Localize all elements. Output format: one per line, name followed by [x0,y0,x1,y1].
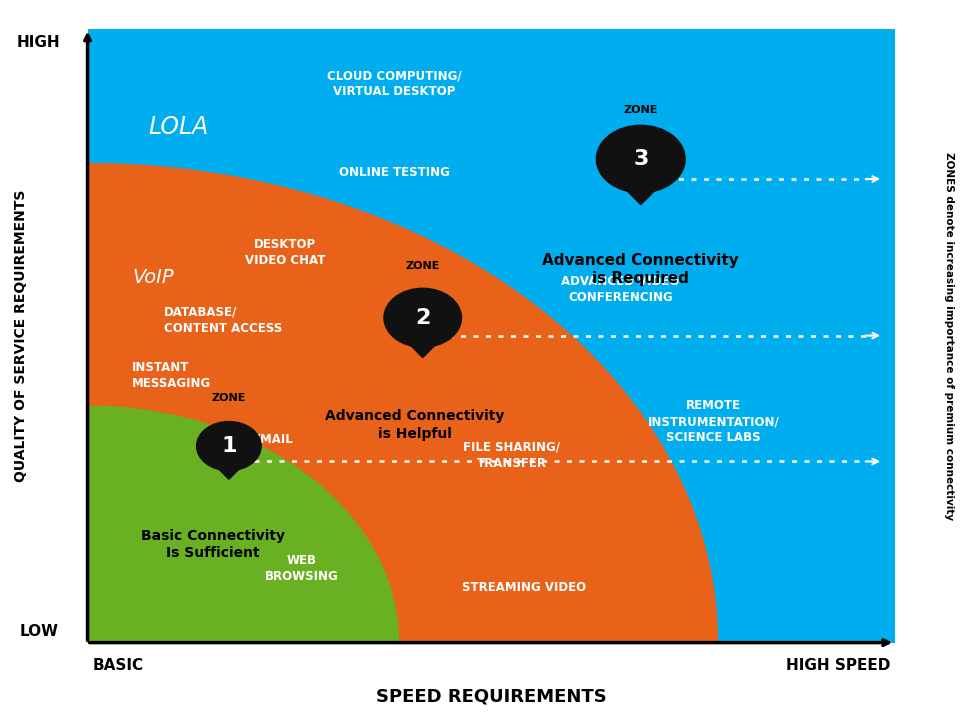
Text: SPEED REQUIREMENTS: SPEED REQUIREMENTS [376,687,607,705]
Polygon shape [88,406,399,643]
Text: BASIC: BASIC [92,658,144,673]
Text: DATABASE/
CONTENT ACCESS: DATABASE/ CONTENT ACCESS [164,306,282,335]
Text: STREAMING VIDEO: STREAMING VIDEO [461,580,586,594]
Text: 3: 3 [633,149,648,169]
Polygon shape [205,456,252,479]
Text: Advanced Connectivity
is Required: Advanced Connectivity is Required [542,253,739,286]
Text: ZONE: ZONE [406,261,440,271]
Text: ADVANCED VIDEO
CONFERENCING: ADVANCED VIDEO CONFERENCING [561,275,680,304]
Text: CLOUD COMPUTING/
VIRTUAL DESKTOP: CLOUD COMPUTING/ VIRTUAL DESKTOP [327,69,462,99]
Text: 1: 1 [221,436,236,456]
Text: EMAIL: EMAIL [253,433,294,446]
Circle shape [596,125,685,193]
Text: LOW: LOW [19,624,58,640]
Text: 2: 2 [415,308,430,328]
Polygon shape [395,330,450,358]
Text: WEB
BROWSING: WEB BROWSING [265,554,339,583]
Text: ZONE: ZONE [212,393,246,403]
Text: LOLA: LOLA [148,115,208,139]
Text: Advanced Connectivity
is Helpful: Advanced Connectivity is Helpful [325,409,504,441]
Text: VoIP: VoIP [132,268,173,287]
Text: ONLINE TESTING: ONLINE TESTING [339,166,450,179]
Text: ZONE: ZONE [624,104,658,114]
Text: DESKTOP
VIDEO CHAT: DESKTOP VIDEO CHAT [245,238,326,267]
Text: REMOTE
INSTRUMENTATION/
SCIENCE LABS: REMOTE INSTRUMENTATION/ SCIENCE LABS [648,399,779,444]
Polygon shape [609,173,672,205]
Text: ZONES denote increasing importance of premium connectivity: ZONES denote increasing importance of pr… [944,151,954,520]
Circle shape [197,421,261,471]
Text: HIGH SPEED: HIGH SPEED [786,658,890,673]
Text: QUALITY OF SERVICE REQUIREMENTS: QUALITY OF SERVICE REQUIREMENTS [15,189,28,482]
Text: FILE SHARING/
TRANSFER: FILE SHARING/ TRANSFER [463,441,560,470]
Text: HIGH: HIGH [18,35,60,51]
Text: INSTANT
MESSAGING: INSTANT MESSAGING [132,361,211,390]
Polygon shape [88,164,717,643]
Text: Basic Connectivity
Is Sufficient: Basic Connectivity Is Sufficient [141,529,285,560]
Circle shape [384,288,461,347]
